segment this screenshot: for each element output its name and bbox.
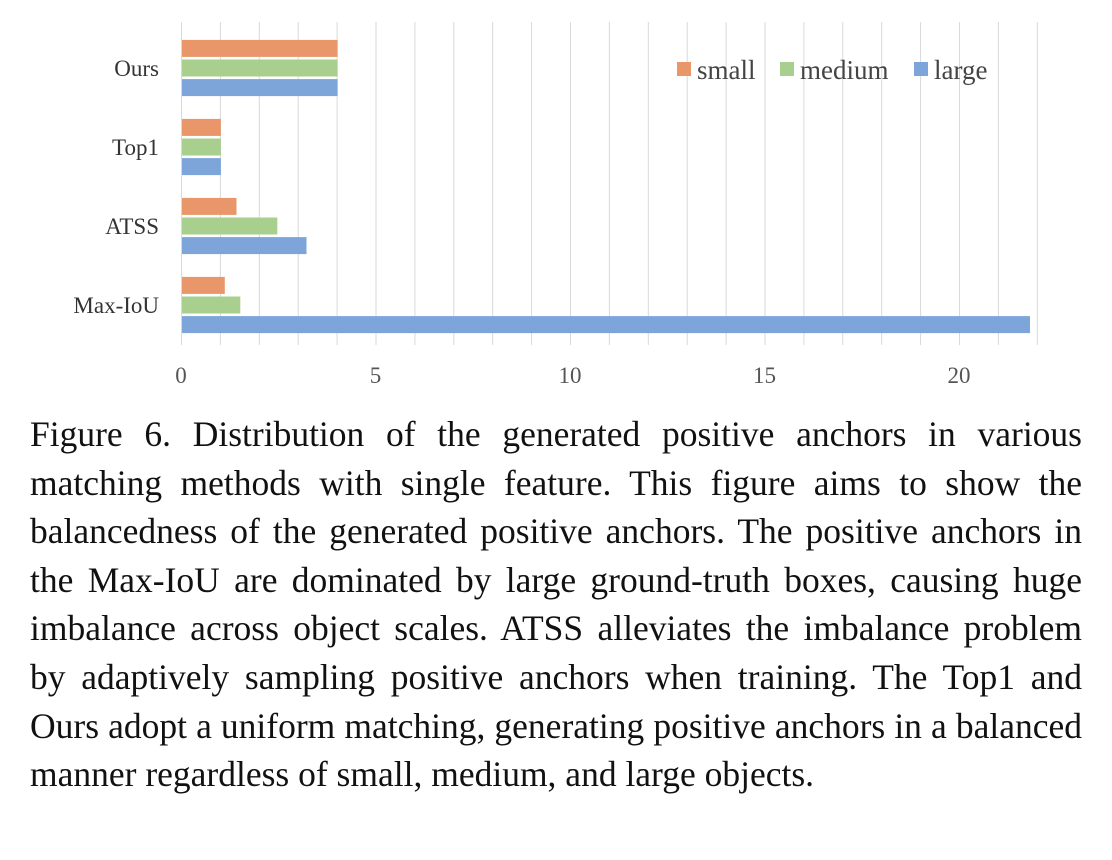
x-tick-label: 10 xyxy=(559,363,582,388)
bar-medium-max-iou xyxy=(182,296,241,314)
bar-small-top1 xyxy=(182,118,221,136)
bar-small-ours xyxy=(182,39,338,57)
x-tick-label: 20 xyxy=(948,363,971,388)
category-label: Max-IoU xyxy=(73,293,159,318)
legend-label-large: large xyxy=(934,55,987,85)
legend-swatch-large xyxy=(914,62,928,76)
axes: Ours Top1 ATSS Max-IoU 0 5 10 15 20 xyxy=(73,56,970,388)
bar-medium-top1 xyxy=(182,138,221,156)
legend-label-medium: medium xyxy=(800,55,889,85)
x-tick-label: 5 xyxy=(370,363,382,388)
legend-swatch-medium xyxy=(780,62,794,76)
bar-large-ours xyxy=(182,79,338,97)
bar-large-top1 xyxy=(182,158,221,176)
legend-swatch-small xyxy=(677,62,691,76)
figure-caption: Figure 6. Distribution of the generated … xyxy=(30,414,1082,795)
bar-chart: Ours Top1 ATSS Max-IoU 0 5 10 15 20 small medium l… xyxy=(0,0,1112,400)
bar-medium-atss xyxy=(182,217,278,235)
legend-label-small: small xyxy=(697,55,756,85)
bar-medium-ours xyxy=(182,59,338,77)
x-tick-label: 15 xyxy=(753,363,776,388)
chart-canvas: Ours Top1 ATSS Max-IoU 0 5 10 15 20 small medium l… xyxy=(73,22,1038,388)
bar-large-atss xyxy=(182,237,307,255)
legend: small medium large xyxy=(677,55,987,85)
grid-lines xyxy=(181,22,1038,345)
category-label: Ours xyxy=(114,56,159,81)
bars xyxy=(182,39,1030,334)
bar-large-max-iou xyxy=(182,316,1030,334)
x-tick-label: 0 xyxy=(175,363,187,388)
bar-small-atss xyxy=(182,197,237,215)
category-label: Top1 xyxy=(112,135,159,160)
category-label: ATSS xyxy=(105,214,159,239)
bar-small-max-iou xyxy=(182,276,225,294)
